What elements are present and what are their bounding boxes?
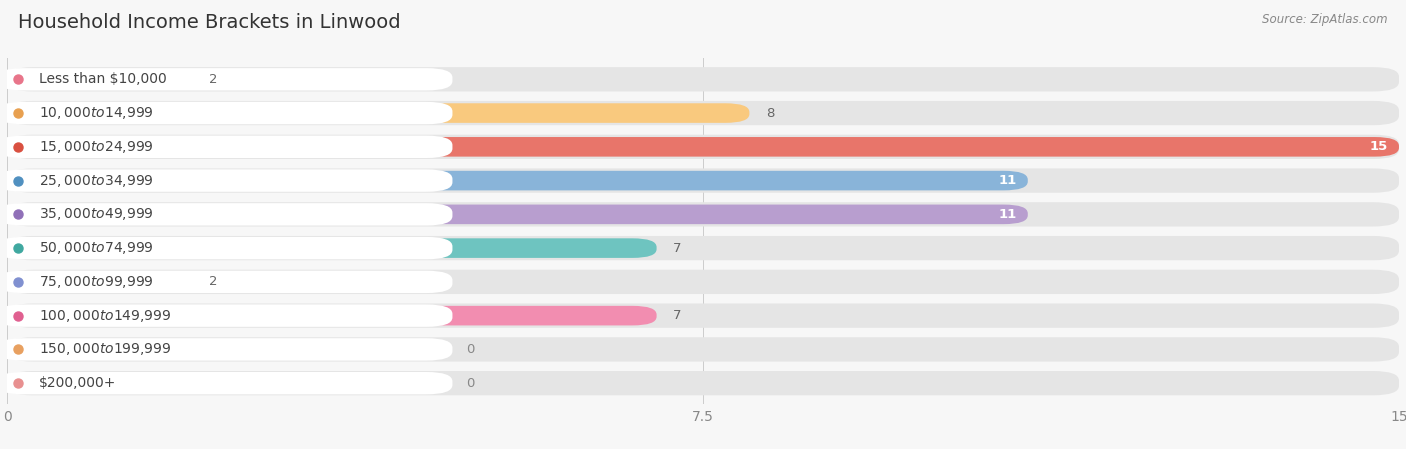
- Text: $35,000 to $49,999: $35,000 to $49,999: [38, 207, 153, 222]
- FancyBboxPatch shape: [0, 102, 453, 124]
- FancyBboxPatch shape: [7, 137, 1399, 157]
- FancyBboxPatch shape: [0, 68, 453, 91]
- Text: 0: 0: [467, 377, 475, 390]
- Text: $150,000 to $199,999: $150,000 to $199,999: [38, 341, 172, 357]
- Text: 2: 2: [209, 275, 218, 288]
- FancyBboxPatch shape: [0, 271, 453, 293]
- Text: 2: 2: [209, 73, 218, 86]
- FancyBboxPatch shape: [0, 338, 453, 361]
- Text: 7: 7: [673, 242, 682, 255]
- FancyBboxPatch shape: [0, 136, 453, 158]
- Text: $10,000 to $14,999: $10,000 to $14,999: [38, 105, 153, 121]
- FancyBboxPatch shape: [7, 236, 1399, 260]
- Text: $75,000 to $99,999: $75,000 to $99,999: [38, 274, 153, 290]
- FancyBboxPatch shape: [0, 169, 453, 192]
- Text: $200,000+: $200,000+: [38, 376, 115, 390]
- FancyBboxPatch shape: [7, 171, 1028, 190]
- FancyBboxPatch shape: [0, 203, 453, 225]
- FancyBboxPatch shape: [7, 70, 193, 89]
- FancyBboxPatch shape: [7, 238, 657, 258]
- FancyBboxPatch shape: [7, 304, 1399, 328]
- Text: 0: 0: [467, 343, 475, 356]
- FancyBboxPatch shape: [0, 372, 453, 394]
- Text: 7: 7: [673, 309, 682, 322]
- FancyBboxPatch shape: [7, 371, 1399, 395]
- FancyBboxPatch shape: [7, 101, 1399, 125]
- FancyBboxPatch shape: [7, 168, 1399, 193]
- FancyBboxPatch shape: [0, 237, 453, 260]
- Text: $100,000 to $149,999: $100,000 to $149,999: [38, 308, 172, 324]
- Text: Household Income Brackets in Linwood: Household Income Brackets in Linwood: [18, 13, 401, 32]
- FancyBboxPatch shape: [7, 272, 193, 292]
- Text: 11: 11: [998, 208, 1017, 221]
- FancyBboxPatch shape: [7, 306, 657, 326]
- Text: 15: 15: [1369, 141, 1388, 153]
- Text: $50,000 to $74,999: $50,000 to $74,999: [38, 240, 153, 256]
- FancyBboxPatch shape: [0, 304, 453, 327]
- FancyBboxPatch shape: [7, 103, 749, 123]
- FancyBboxPatch shape: [7, 67, 1399, 92]
- Text: 8: 8: [766, 106, 775, 119]
- Text: Less than $10,000: Less than $10,000: [38, 72, 166, 86]
- Text: 11: 11: [998, 174, 1017, 187]
- FancyBboxPatch shape: [7, 205, 1028, 224]
- FancyBboxPatch shape: [7, 270, 1399, 294]
- Text: $25,000 to $34,999: $25,000 to $34,999: [38, 172, 153, 189]
- Text: Source: ZipAtlas.com: Source: ZipAtlas.com: [1263, 13, 1388, 26]
- Text: $15,000 to $24,999: $15,000 to $24,999: [38, 139, 153, 155]
- FancyBboxPatch shape: [7, 202, 1399, 226]
- FancyBboxPatch shape: [7, 337, 1399, 361]
- FancyBboxPatch shape: [7, 135, 1399, 159]
